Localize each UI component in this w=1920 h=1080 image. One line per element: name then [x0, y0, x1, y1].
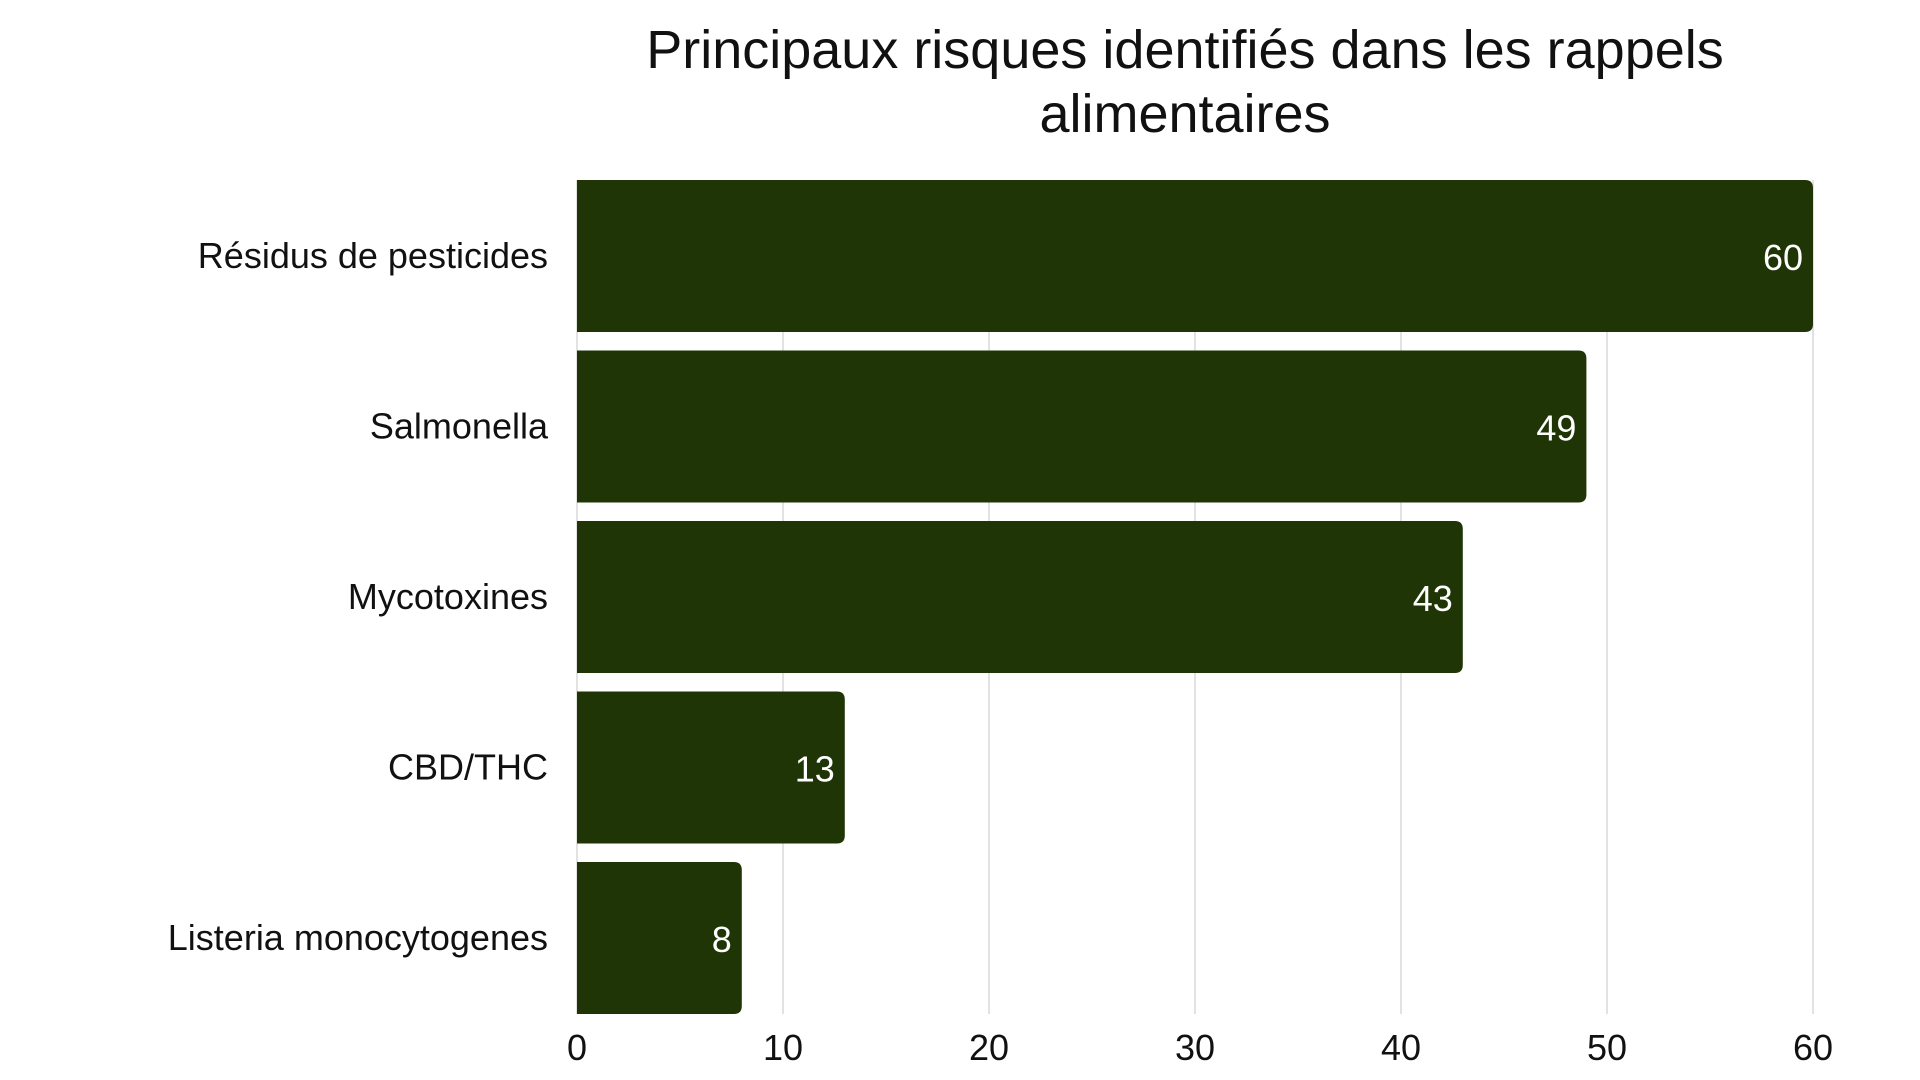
- value-labels: 60 49 43 13 8: [712, 237, 1803, 960]
- x-tick-label: 10: [763, 1027, 803, 1068]
- data-label: 43: [1413, 578, 1453, 619]
- x-tick-label: 50: [1587, 1027, 1627, 1068]
- chart-title: Principaux risques identifiés dans les r…: [646, 20, 1724, 144]
- bars: [577, 180, 1813, 1014]
- bar: [577, 862, 742, 1014]
- category-label: Listeria monocytogenes: [168, 917, 548, 958]
- category-label: Résidus de pesticides: [198, 235, 548, 276]
- category-label: CBD/THC: [388, 747, 548, 788]
- bar: [577, 521, 1463, 673]
- category-label: Mycotoxines: [348, 576, 548, 617]
- data-label: 13: [795, 749, 835, 790]
- data-label: 60: [1763, 237, 1803, 278]
- bar: [577, 350, 1587, 503]
- category-labels: Résidus de pesticides Salmonella Mycotoxin…: [168, 235, 549, 958]
- bar: [577, 180, 1813, 332]
- x-tick-label: 40: [1381, 1027, 1421, 1068]
- bar: [577, 691, 845, 844]
- x-axis-ticks: 0 10 20 30 40 50 60: [567, 1027, 1833, 1068]
- data-label: 8: [712, 919, 732, 960]
- x-tick-label: 30: [1175, 1027, 1215, 1068]
- x-tick-label: 20: [969, 1027, 1009, 1068]
- x-tick-label: 0: [567, 1027, 587, 1068]
- x-tick-label: 60: [1793, 1027, 1833, 1068]
- category-label: Salmonella: [370, 406, 549, 447]
- data-label: 49: [1536, 408, 1576, 449]
